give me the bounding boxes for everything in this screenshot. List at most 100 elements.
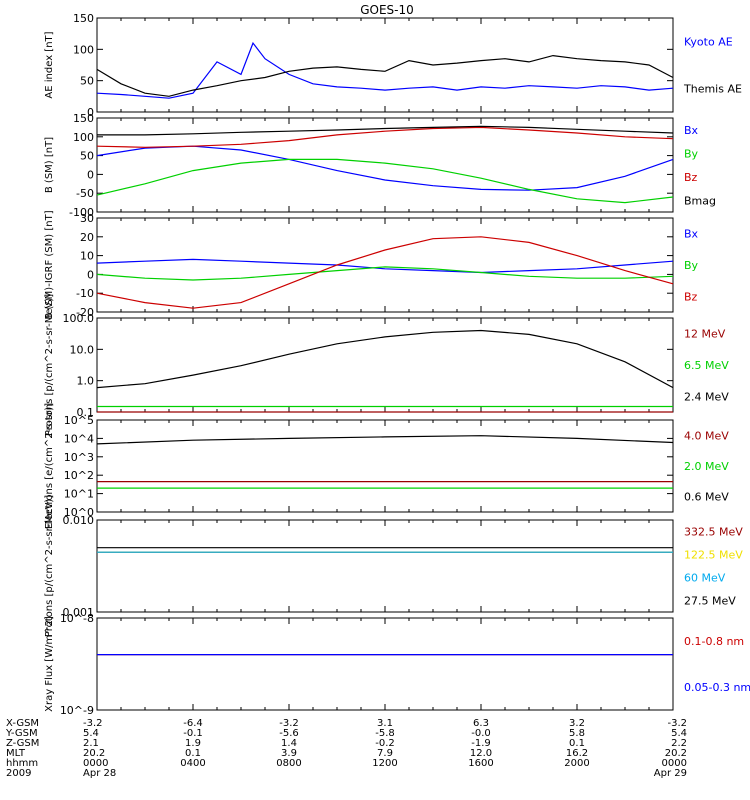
time-row-value: 0000 (83, 758, 108, 769)
y-tick-label: 100 (73, 131, 94, 144)
time-row-value: 0000 (662, 758, 687, 769)
legend-entry: By (684, 147, 699, 160)
panel-frame (96, 17, 674, 113)
time-row-value: 0.1 (185, 748, 201, 759)
panel-frame (96, 419, 674, 513)
legend-entry: 60 MeV (684, 572, 726, 585)
time-row-value: -0.0 (471, 728, 491, 739)
y-tick-label: 0.010 (63, 514, 95, 527)
panel-2: -100 -50 0 50 100 150 B (SM) [nT] Bx By Bz Bmag (44, 112, 716, 219)
y-tick-label: 10^4 (64, 432, 94, 445)
time-row-value: 3.2 (569, 718, 585, 729)
time-row-value: 0400 (180, 758, 205, 769)
panel-frame (96, 117, 674, 213)
legend-entry: 0.1-0.8 nm (684, 635, 744, 648)
time-row-value: -0.1 (183, 728, 203, 739)
y-tick-label: -20 (76, 306, 94, 319)
legend-entry: 0.05-0.3 nm (684, 681, 750, 694)
y-tick-label: 0 (87, 168, 94, 181)
time-axis-table: X-GSM -3.2 -6.4 -3.2 3.1 6.3 3.2 -3.2 Y-GSM 5.4 -0… (5, 718, 687, 779)
y-tick-label: 50 (80, 150, 94, 163)
time-row-value: 3.1 (377, 718, 393, 729)
legend-entry: Bmag (684, 194, 716, 207)
panel-3: -20 -10 0 10 20 30 B (SM)-IGRF (SM) [nT] Bx By Bz (44, 210, 699, 319)
panel-frame (96, 217, 674, 313)
y-tick-label: 20 (80, 231, 94, 244)
legend-entry: By (684, 259, 699, 272)
panel-7: 10^-9 10^-8 Xray Flux [W/m^2] 0.1-0.8 nm 0.0… (44, 612, 750, 717)
time-row-value: 2.2 (671, 738, 687, 749)
panel-4: 0.1 1.0 10.0 100.0 Protons [p/(cm^2-s-sr-MeV… (44, 294, 729, 436)
legend-entry: 12 MeV (684, 328, 726, 341)
y-axis-label: Xray Flux [W/m^2] (44, 616, 55, 712)
y-axis-label: B (SM)-IGRF (SM) [nT] (44, 210, 55, 319)
time-row-value: 1.9 (185, 738, 201, 749)
legend-entry: 332.5 MeV (684, 526, 743, 539)
time-row-value: -1.9 (471, 738, 491, 749)
time-row-label: X-GSM (6, 718, 39, 729)
time-row-value: Apr 29 (654, 768, 687, 779)
y-tick-label: -50 (76, 187, 94, 200)
series-line-themis-ae (96, 54, 674, 97)
legend-entry: Bx (684, 228, 699, 241)
time-row-value: 2.1 (83, 738, 99, 749)
time-row-value: 12.0 (470, 748, 492, 759)
y-axis-label: AE index [nT] (44, 31, 55, 98)
y-tick-label: 0 (87, 106, 94, 119)
y-tick-label: 100 (73, 43, 94, 56)
y-tick-label: -100 (69, 206, 94, 219)
figure-title: GOES-10 (360, 3, 414, 17)
series-line-bz (96, 236, 674, 309)
time-row-value: -0.2 (375, 738, 395, 749)
series-line-0-6-mev (96, 435, 674, 445)
y-tick-label: 150 (73, 112, 94, 125)
time-row-value: 6.3 (473, 718, 489, 729)
series-line-bmag (97, 125, 674, 136)
time-row-value: 20.2 (83, 748, 105, 759)
y-tick-label: 0.001 (63, 606, 95, 619)
y-tick-label: 10^-9 (60, 704, 94, 717)
time-row-value: -5.6 (279, 728, 299, 739)
legend-entry: 27.5 MeV (684, 595, 736, 608)
panel-1: 0 50 100 150 AE index [nT] Kyoto AE Themis AE (44, 12, 742, 119)
time-row-value: 1600 (468, 758, 493, 769)
time-row-value: 1.4 (281, 738, 297, 749)
time-row-label: hhmm (6, 758, 38, 769)
y-tick-label: 10^0 (64, 506, 94, 519)
legend-entry: 122.5 MeV (684, 549, 743, 562)
y-tick-label: 10^3 (64, 451, 94, 464)
series-line-2-4-mev (96, 329, 674, 389)
series-line-bx (96, 145, 674, 191)
y-tick-label: 30 (80, 212, 94, 225)
time-row-label: MLT (6, 748, 26, 759)
y-axis-label: Protons [p/(cm^2-s-sr-MeV)] (44, 294, 55, 436)
y-axis-label: Electrons [e/(cm^2-s-sr)] (44, 403, 55, 529)
y-tick-label: 0 (87, 268, 94, 281)
time-row-value: -3.2 (667, 718, 687, 729)
panel-6: 0.001 0.010 Protons [p/(cm^2-s-sr-MeV)] 332… (44, 495, 743, 637)
legend-entry: 2.0 MeV (684, 460, 729, 473)
y-axis-label: B (SM) [nT] (44, 137, 55, 193)
y-tick-label: 10.0 (70, 343, 95, 356)
y-tick-label: -10 (76, 287, 94, 300)
panel-frame (96, 617, 674, 711)
time-row-value: 5.4 (671, 728, 687, 739)
y-tick-label: 10 (80, 250, 94, 263)
time-row-value: 20.2 (665, 748, 687, 759)
time-row-value: 1200 (372, 758, 397, 769)
y-tick-label: 1.0 (77, 375, 95, 388)
time-row-value: 0.1 (569, 738, 585, 749)
y-tick-label: 50 (80, 75, 94, 88)
legend-entry: Themis AE (683, 83, 742, 96)
time-row-value: 5.8 (569, 728, 585, 739)
legend-entry: Bz (684, 290, 698, 303)
time-row-value: -3.2 (279, 718, 299, 729)
series-line-bx (96, 258, 674, 274)
time-row-value: 0800 (276, 758, 301, 769)
legend-entry: Bz (684, 171, 698, 184)
panel-frame (96, 519, 674, 613)
time-row-label: 2009 (6, 768, 31, 779)
time-row-value: 5.4 (83, 728, 99, 739)
